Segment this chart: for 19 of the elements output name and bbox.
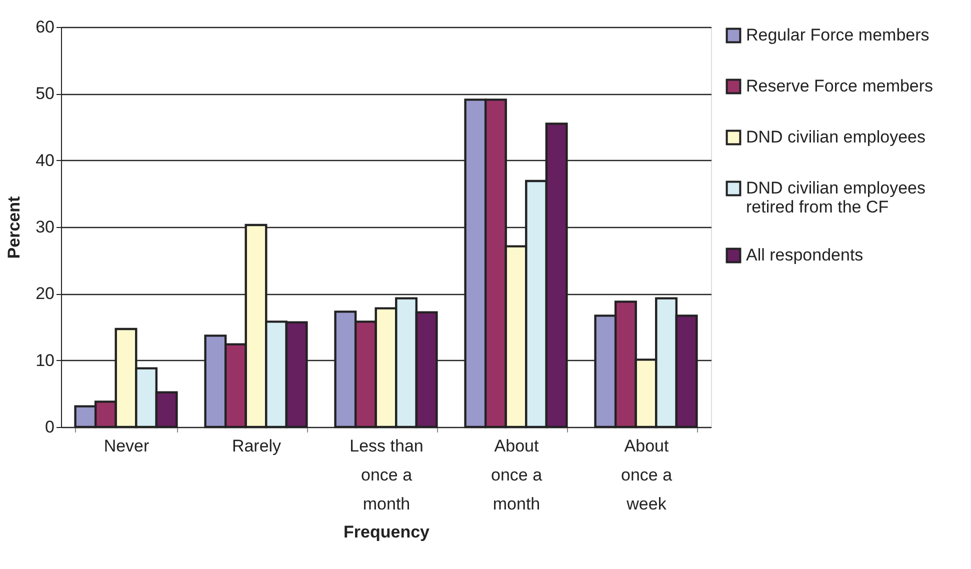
legend-label: All respondents (746, 246, 864, 264)
y-axis-title: Percent (4, 196, 24, 259)
y-tick-label: 50 (36, 84, 54, 104)
x-tick-label: Rarely (232, 436, 282, 456)
y-tick-label: 0 (45, 418, 54, 436)
x-tick-label: Never (104, 436, 150, 456)
x-axis-title: Frequency (344, 522, 430, 542)
legend-label: Regular Force members (746, 26, 930, 44)
x-tick-label: Less than once a month (350, 436, 424, 514)
y-tick-label: 40 (36, 150, 54, 170)
legend-label: Reserve Force members (746, 76, 934, 96)
y-tick-label: 60 (36, 18, 54, 36)
y-tick-label: 30 (36, 218, 54, 236)
legend-label: DND civilian employees retired from the CF (746, 178, 926, 216)
y-tick-label: 20 (36, 284, 54, 304)
legend-label: DND civilian employees (746, 128, 926, 146)
x-tick-label: About once a month (490, 436, 543, 514)
y-tick-label: 10 (36, 350, 54, 370)
x-tick-label: About once a week (620, 436, 673, 514)
